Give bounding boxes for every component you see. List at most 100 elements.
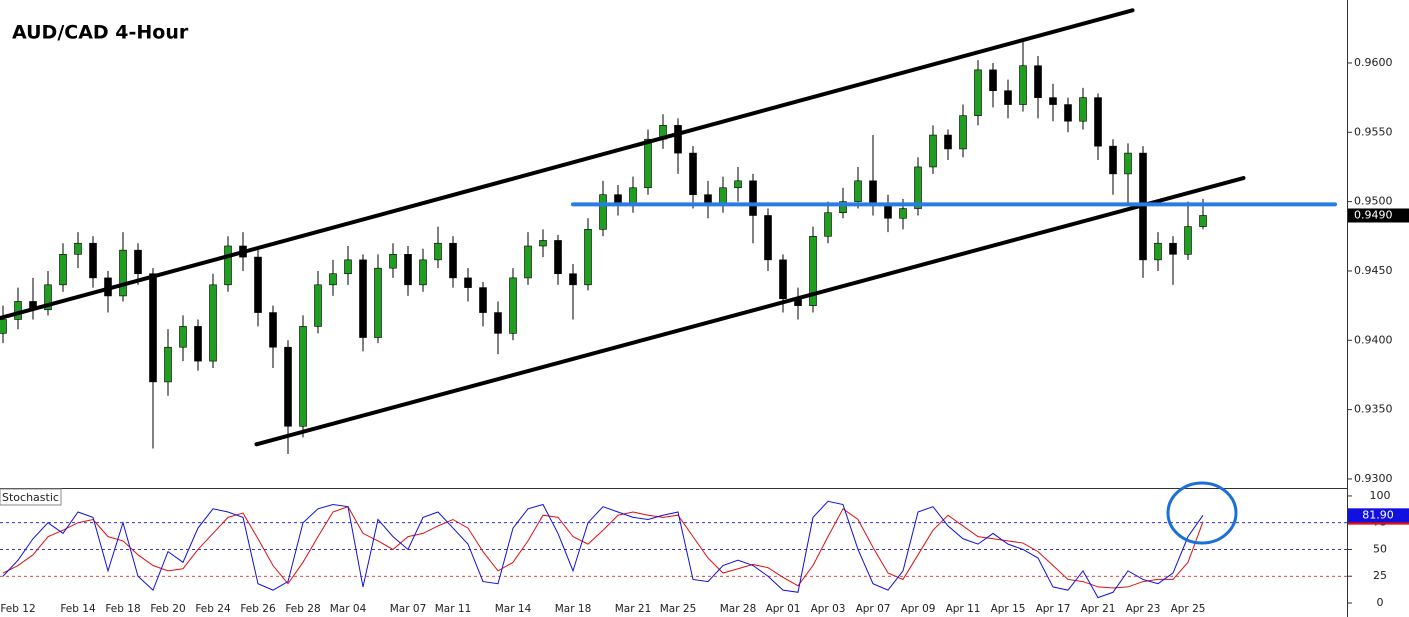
candle-body [224, 245, 232, 286]
candle-body [839, 201, 847, 214]
candle-body [629, 187, 637, 205]
x-tick-label: Feb 12 [0, 603, 35, 615]
x-tick-label: Feb 14 [60, 603, 96, 615]
x-tick-label: Apr 03 [811, 603, 846, 615]
candle-body [434, 242, 442, 261]
candle-body [779, 259, 787, 299]
x-tick-label: Feb 28 [285, 603, 320, 615]
candle-body [329, 273, 337, 286]
stochastic-panel: 025507510081.90 [0, 489, 1409, 609]
y-tick-label: 100 [1370, 489, 1391, 502]
x-tick-label: Apr 21 [1081, 603, 1116, 615]
candle-body [59, 254, 67, 286]
candle-body [1049, 97, 1057, 105]
y-tick-label: 0.9500 [1354, 195, 1393, 208]
stochastic-line [2, 500, 1204, 599]
x-tick-label: Apr 25 [1171, 603, 1206, 615]
current-value-box [1348, 508, 1409, 523]
candle-body [1064, 104, 1072, 122]
candle-body [464, 277, 472, 288]
y-tick-label: 0.9300 [1354, 472, 1393, 485]
candle-body [314, 284, 322, 327]
trendline [0, 8, 1135, 321]
candle-body [884, 204, 892, 219]
y-tick-label: 0.9350 [1354, 403, 1393, 416]
indicator-label-box [0, 488, 62, 506]
candle-body [479, 287, 487, 313]
candle-body [1169, 242, 1177, 255]
current-value-label: 81.90 [1362, 508, 1394, 521]
candle-body [149, 273, 157, 383]
candle-body [389, 254, 397, 269]
candle-body [1004, 90, 1012, 105]
x-tick-label: Apr 07 [856, 603, 891, 615]
candle-body [509, 277, 517, 334]
candle-body [554, 240, 562, 275]
x-tick-label: Mar 18 [555, 603, 592, 615]
candle-body [254, 256, 262, 313]
candle-body [689, 152, 697, 195]
candle-body [1124, 152, 1132, 175]
candle-body [209, 284, 217, 362]
candle-body [74, 242, 82, 255]
candle-body [419, 259, 427, 286]
candle-body [569, 273, 577, 286]
x-tick-label: Feb 18 [105, 603, 140, 615]
x-tick-label: Apr 01 [766, 603, 801, 615]
highlight-circle [1166, 481, 1238, 545]
candle-body [1034, 65, 1042, 98]
candle-body [899, 208, 907, 219]
candle-body [359, 259, 367, 338]
x-tick-label: Apr 17 [1036, 603, 1071, 615]
x-tick-label: Feb 24 [195, 603, 231, 615]
candle-body [344, 259, 352, 275]
candle-body [1079, 97, 1087, 122]
candle-body [599, 194, 607, 230]
candle-body [869, 180, 877, 205]
candle-body [44, 284, 52, 311]
candle-body [644, 138, 652, 189]
candle-body [374, 267, 382, 338]
x-tick-label: Apr 23 [1126, 603, 1161, 615]
candle-body [194, 326, 202, 362]
candle-body [1199, 215, 1207, 227]
candle-body [989, 69, 997, 91]
x-tick-label: Mar 21 [615, 603, 652, 615]
chart-title: AUD/CAD 4-Hour [12, 22, 189, 44]
candle-body [719, 187, 727, 205]
y-tick-label: 0.9550 [1354, 125, 1393, 138]
candle-body [764, 215, 772, 261]
y-tick-label: 0.9600 [1354, 56, 1393, 69]
candle-body [494, 312, 502, 334]
x-tick-label: Mar 07 [390, 603, 427, 615]
candle-body [809, 235, 817, 306]
candle-body [89, 242, 97, 279]
candle-body [0, 319, 7, 334]
candle-body [914, 166, 922, 209]
y-tick-label: 50 [1373, 542, 1387, 555]
candle-body [449, 242, 457, 279]
candle-body [1019, 65, 1027, 105]
candle-body [134, 249, 142, 275]
trendline [254, 176, 1246, 447]
x-tick-label: Apr 11 [946, 603, 981, 615]
x-tick-label: Mar 11 [435, 603, 472, 615]
x-tick-label: Mar 04 [330, 603, 367, 615]
current-price-box [1348, 208, 1409, 223]
candle-body [179, 326, 187, 348]
current-price-label: 0.9490 [1354, 208, 1393, 221]
x-tick-label: Mar 14 [495, 603, 532, 615]
y-tick-label: 0.9450 [1354, 264, 1393, 277]
candle-body [1154, 242, 1162, 261]
x-tick-label: Mar 25 [660, 603, 697, 615]
candle-body [119, 249, 127, 297]
candle-body [959, 115, 967, 150]
x-tick-label: Apr 15 [991, 603, 1026, 615]
x-tick-label: Feb 26 [240, 603, 276, 615]
candle-body [404, 254, 412, 286]
candle-body [824, 212, 832, 237]
candle-body [584, 229, 592, 286]
candle-body [734, 180, 742, 189]
indicator-label: Stochastic [2, 491, 59, 504]
